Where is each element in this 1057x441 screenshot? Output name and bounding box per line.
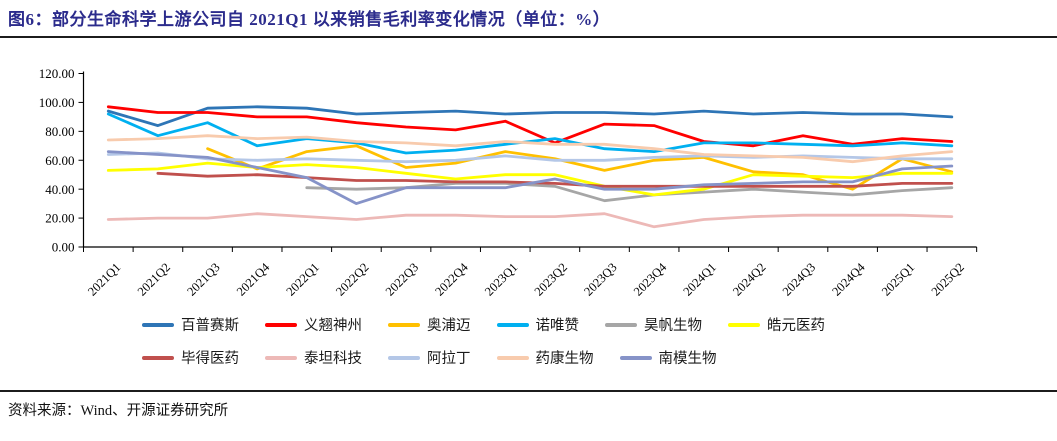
legend-label: 百普赛斯: [181, 318, 239, 334]
series-line: [106, 151, 954, 164]
legend-label: 阿拉丁: [427, 351, 471, 367]
legend-item: 泰坦科技: [265, 347, 362, 368]
x-axis-label: 2024Q1: [680, 260, 718, 298]
legend-row: 毕得医药 泰坦科技 阿拉丁 药康生物 南模生物: [142, 347, 1057, 368]
legend-item: 奥浦迈: [388, 314, 471, 335]
x-axis-label: 2022Q1: [284, 260, 322, 298]
legend-label: 诺唯赞: [535, 318, 580, 334]
x-axis-label: 2022Q4: [432, 260, 471, 299]
chart-plot: 0.00 20.00 40.00 60.00 80.00 100.00 120.00 2021…: [39, 66, 978, 299]
legend-swatch: [142, 322, 174, 327]
x-axis-label: 2021Q4: [234, 260, 273, 299]
x-axis-label: 2022Q3: [383, 260, 421, 298]
title-rule: [0, 36, 1057, 38]
y-axis-label: 120.00: [39, 66, 75, 81]
legend-label: 南模生物: [658, 351, 717, 367]
page-title: 图6：部分生命科学上游公司自 2021Q1 以来销售毛利率变化情况（单位：%）: [8, 10, 611, 29]
x-axis-label: 2024Q4: [829, 260, 868, 299]
x-axis-label: 2024Q3: [780, 260, 818, 298]
series-line: [106, 112, 954, 155]
y-axis-label: 100.00: [39, 95, 75, 110]
legend-item: 诺唯赞: [496, 314, 580, 335]
legend-item: 毕得医药: [142, 347, 239, 368]
legend-item: 皓元医药: [728, 314, 825, 335]
legend-swatch: [496, 355, 529, 360]
series-line: [106, 105, 954, 127]
series-line: [106, 105, 954, 148]
y-axis-label: 40.00: [45, 182, 74, 197]
legend-label: 义翘神州: [304, 318, 362, 334]
x-axis-label: 2025Q2: [929, 260, 967, 298]
legend-swatch: [142, 355, 174, 360]
legend-swatch: [265, 355, 297, 360]
legend-item: 阿拉丁: [388, 347, 471, 368]
y-axis-label: 20.00: [45, 211, 74, 226]
legend-swatch: [388, 322, 420, 327]
x-axis-label: 2023Q3: [581, 260, 619, 298]
x-axis-label: 2021Q2: [135, 260, 173, 298]
legend-swatch: [605, 322, 637, 327]
x-axis-label: 2022Q2: [333, 260, 371, 298]
y-axis-label: 80.00: [45, 124, 74, 139]
y-axis-label: 60.00: [45, 153, 74, 168]
legend-item: 昊帆生物: [605, 314, 702, 335]
y-axis-label: 0.00: [52, 240, 75, 255]
legend-item: 药康生物: [496, 347, 594, 368]
series-line: [106, 150, 954, 205]
legend-swatch: [619, 355, 652, 360]
legend-label: 泰坦科技: [304, 351, 362, 367]
x-axis-label: 2023Q4: [631, 260, 670, 299]
series-line: [106, 134, 954, 164]
series-line: [106, 161, 954, 197]
series-line: [106, 212, 954, 229]
legend-label: 皓元医药: [767, 318, 825, 334]
source-rule: [0, 390, 1057, 392]
legend-swatch: [265, 322, 297, 327]
legend-label: 药康生物: [535, 351, 594, 367]
legend-label: 奥浦迈: [427, 318, 471, 334]
legend-swatch: [728, 322, 760, 327]
legend-row: 百普赛斯 义翘神州 奥浦迈 诺唯赞 昊帆生物 皓元医药: [142, 314, 1057, 335]
legend-label: 毕得医药: [181, 351, 239, 367]
legend-label: 昊帆生物: [644, 318, 702, 334]
legend-swatch: [388, 355, 420, 360]
source-text: 资料来源：Wind、开源证券研究所: [8, 403, 229, 419]
legend: 百普赛斯 义翘神州 奥浦迈 诺唯赞 昊帆生物 皓元医药 毕得医药 泰坦科技 阿拉丁 药康生物 南模…: [142, 314, 1057, 368]
x-axis-label: 2021Q3: [184, 260, 222, 298]
legend-item: 百普赛斯: [142, 314, 239, 335]
x-axis-label: 2023Q2: [532, 260, 570, 298]
x-axis-label: 2021Q1: [85, 260, 123, 298]
x-axis-label: 2023Q1: [482, 260, 520, 298]
x-axis-label: 2024Q2: [730, 260, 768, 298]
x-axis-label: 2025Q1: [879, 260, 917, 298]
legend-item: 南模生物: [619, 347, 717, 368]
legend-swatch: [496, 322, 529, 327]
legend-item: 义翘神州: [265, 314, 362, 335]
series-line: [156, 171, 954, 188]
